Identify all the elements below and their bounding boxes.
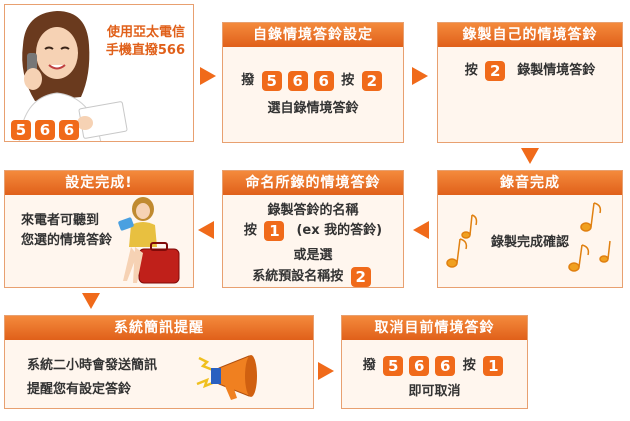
music-notes-icon <box>446 202 611 272</box>
dial-label: 撥 <box>362 358 376 373</box>
woman-with-suitcase-illustration <box>118 197 180 284</box>
key-6: 6 <box>313 70 334 91</box>
dial-label: 撥 <box>241 73 255 88</box>
press-label: 按 <box>243 223 257 238</box>
intro-line-1: 使用亞太電信 <box>106 25 185 40</box>
step-setup-complete-line1: 來電者可聽到 <box>21 213 100 228</box>
step-sms-reminder-line1: 系統二小時會發送簡訊 <box>27 358 158 373</box>
key-2: 2 <box>350 266 371 287</box>
press-label: 按 <box>462 358 476 373</box>
press-label: 按 <box>341 73 355 88</box>
step-name-recording-line1: 錄製答鈴的名稱 <box>267 203 359 218</box>
step-record-own-line: 按 2 錄製情境答鈴 <box>438 59 622 81</box>
press-label: 按 <box>464 63 478 78</box>
key-5: 5 <box>383 355 404 376</box>
step-record-own-title: 錄製自己的情境答鈴 <box>438 23 622 47</box>
example-label: (ex 我的答鈴) <box>296 223 383 238</box>
key-1: 1 <box>483 355 504 376</box>
key-6: 6 <box>35 119 55 140</box>
step-name-recording: 命名所錄的情境答鈴 錄製答鈴的名稱 按 1 (ex 我的答鈴) 或是選 系統預設… <box>222 170 404 288</box>
step-recording-setup-desc: 選自錄情境答鈴 <box>267 101 359 116</box>
step-sms-reminder-line2: 提醒您有設定答鈴 <box>27 382 132 397</box>
step-sms-reminder-title: 系統簡訊提醒 <box>5 316 313 340</box>
key-6: 6 <box>435 355 456 376</box>
step-name-recording-title: 命名所錄的情境答鈴 <box>223 171 403 195</box>
megaphone-icon <box>196 355 257 400</box>
arrow-left-icon <box>413 221 429 239</box>
arrow-down-icon <box>521 148 539 164</box>
intro-line-2: 手機直撥566 <box>105 43 185 58</box>
key-5: 5 <box>11 119 31 140</box>
step-cancel-ringtone-title: 取消目前情境答鈴 <box>342 316 527 340</box>
arrow-right-icon <box>412 67 428 85</box>
key-6: 6 <box>59 119 79 140</box>
step-recording-complete-desc: 錄製完成確認 <box>490 235 569 250</box>
key-2: 2 <box>361 70 382 91</box>
key-2: 2 <box>485 60 506 81</box>
step-sms-reminder: 系統簡訊提醒 系統二小時會發送簡訊 提醒您有設定答鈴 <box>4 315 314 409</box>
step-name-recording-line2: 按 1 (ex 我的答鈴) <box>223 219 403 241</box>
step-cancel-ringtone-desc: 即可取消 <box>408 384 461 399</box>
step-name-recording-line4: 系統預設名稱按 2 <box>223 265 403 287</box>
default-name-label: 系統預設名稱按 <box>252 269 344 284</box>
arrow-left-icon <box>198 221 214 239</box>
arrow-down-icon <box>82 293 100 309</box>
key-5: 5 <box>261 70 282 91</box>
step-setup-complete-line2: 您選的情境答鈴 <box>21 233 113 248</box>
arrow-right-icon <box>318 362 334 380</box>
step-setup-complete-title: 設定完成! <box>5 171 193 195</box>
record-label: 錄製情境答鈴 <box>517 63 596 78</box>
step-recording-complete-title: 錄音完成 <box>438 171 622 195</box>
step-name-recording-line3: 或是選 <box>293 248 333 263</box>
key-6: 6 <box>409 355 430 376</box>
step-setup-complete: 設定完成! 來電者可聽到 您選的情境答鈴 <box>4 170 194 288</box>
key-6: 6 <box>287 70 308 91</box>
key-1: 1 <box>264 220 285 241</box>
arrow-right-icon <box>200 67 216 85</box>
step-recording-setup-title: 自錄情境答鈴設定 <box>223 23 403 47</box>
step-record-own: 錄製自己的情境答鈴 按 2 錄製情境答鈴 <box>437 22 623 143</box>
step-recording-complete: 錄音完成 錄製完成確認 <box>437 170 623 288</box>
